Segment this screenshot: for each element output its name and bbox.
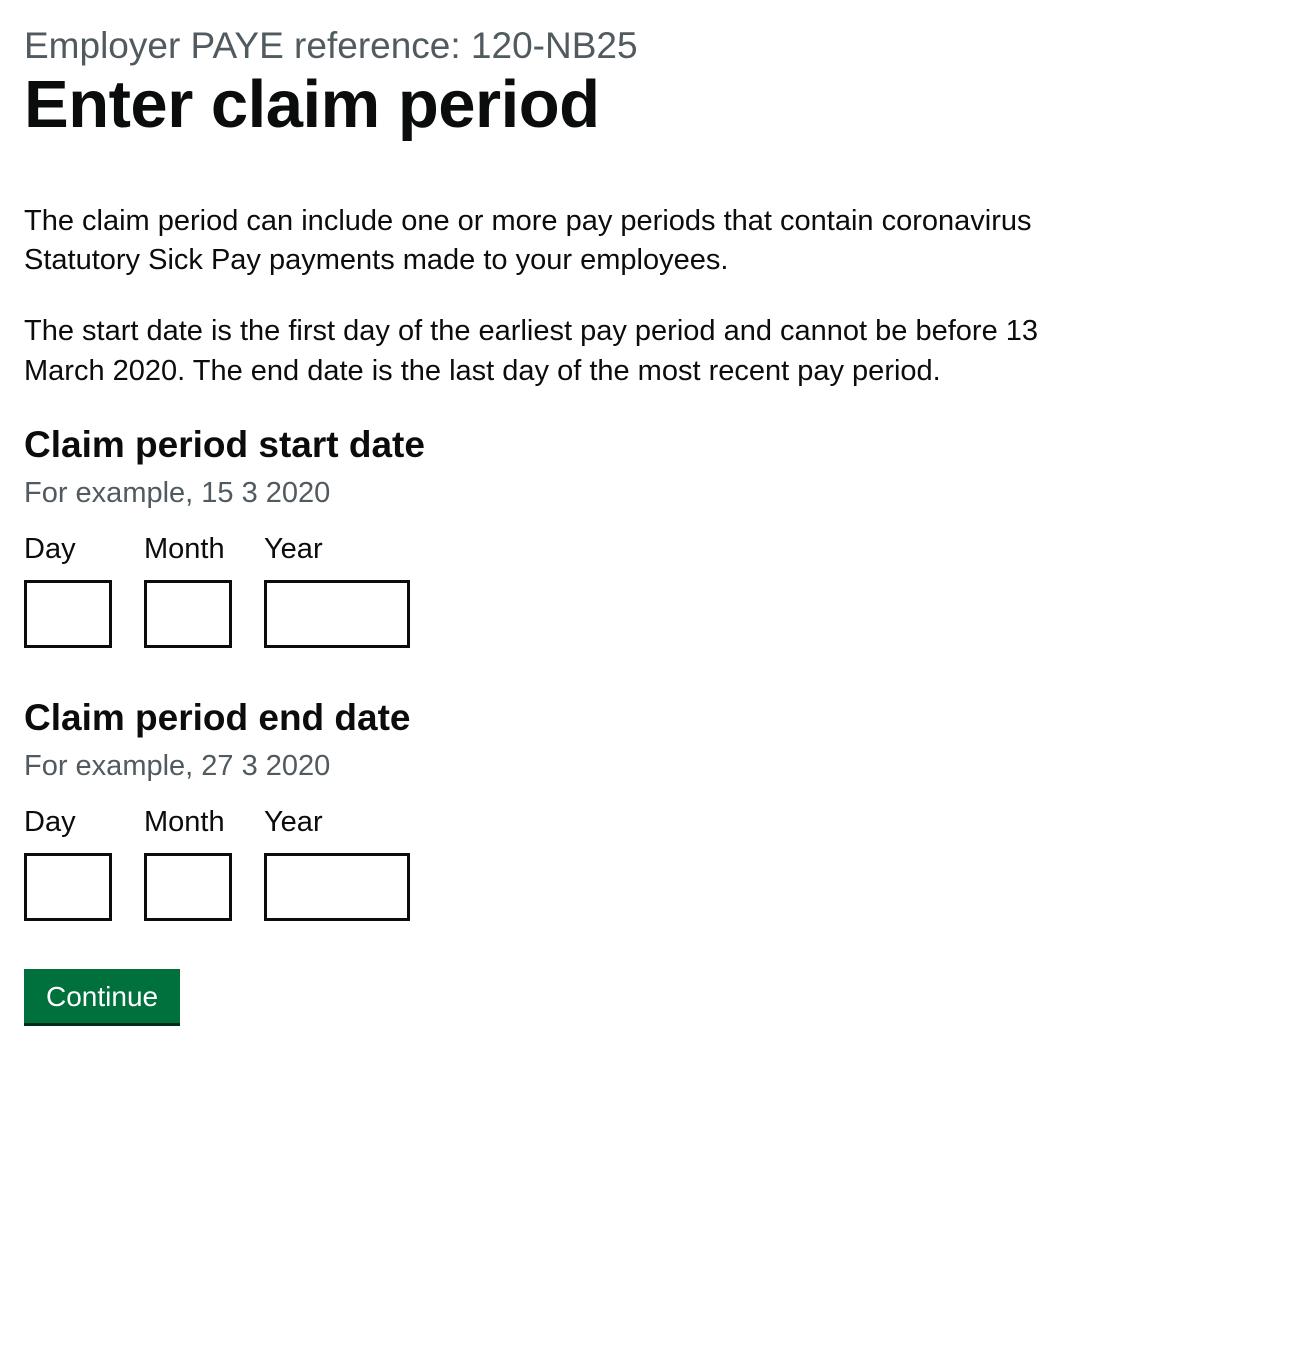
end-date-month-label: Month — [144, 806, 232, 839]
start-date-day-label: Day — [24, 533, 112, 566]
end-date-year-input[interactable] — [264, 853, 410, 921]
start-date-day-item: Day — [24, 533, 112, 648]
end-date-day-label: Day — [24, 806, 112, 839]
end-date-year-item: Year — [264, 806, 410, 921]
intro-paragraph-1: The claim period can include one or more… — [24, 202, 1074, 280]
start-date-month-input[interactable] — [144, 580, 232, 648]
end-date-month-input[interactable] — [144, 853, 232, 921]
end-date-fieldset: Claim period end date For example, 27 3 … — [24, 696, 1279, 921]
intro-paragraph-2: The start date is the first day of the e… — [24, 312, 1074, 390]
page-caption: Employer PAYE reference: 120-NB25 — [24, 25, 638, 66]
start-date-fieldset: Claim period start date For example, 15 … — [24, 423, 1279, 648]
start-date-month-item: Month — [144, 533, 232, 648]
page-title: Enter claim period — [24, 68, 1279, 142]
start-date-legend: Claim period start date — [24, 423, 1279, 467]
start-date-month-label: Month — [144, 533, 232, 566]
end-date-month-item: Month — [144, 806, 232, 921]
end-date-day-input[interactable] — [24, 853, 112, 921]
end-date-year-label: Year — [264, 806, 410, 839]
start-date-hint: For example, 15 3 2020 — [24, 475, 1279, 513]
start-date-group: Day Month Year — [24, 533, 1279, 648]
end-date-legend: Claim period end date — [24, 696, 1279, 740]
start-date-day-input[interactable] — [24, 580, 112, 648]
continue-button[interactable]: Continue — [24, 969, 180, 1026]
start-date-year-item: Year — [264, 533, 410, 648]
end-date-hint: For example, 27 3 2020 — [24, 748, 1279, 786]
end-date-day-item: Day — [24, 806, 112, 921]
start-date-year-label: Year — [264, 533, 410, 566]
start-date-year-input[interactable] — [264, 580, 410, 648]
end-date-group: Day Month Year — [24, 806, 1279, 921]
